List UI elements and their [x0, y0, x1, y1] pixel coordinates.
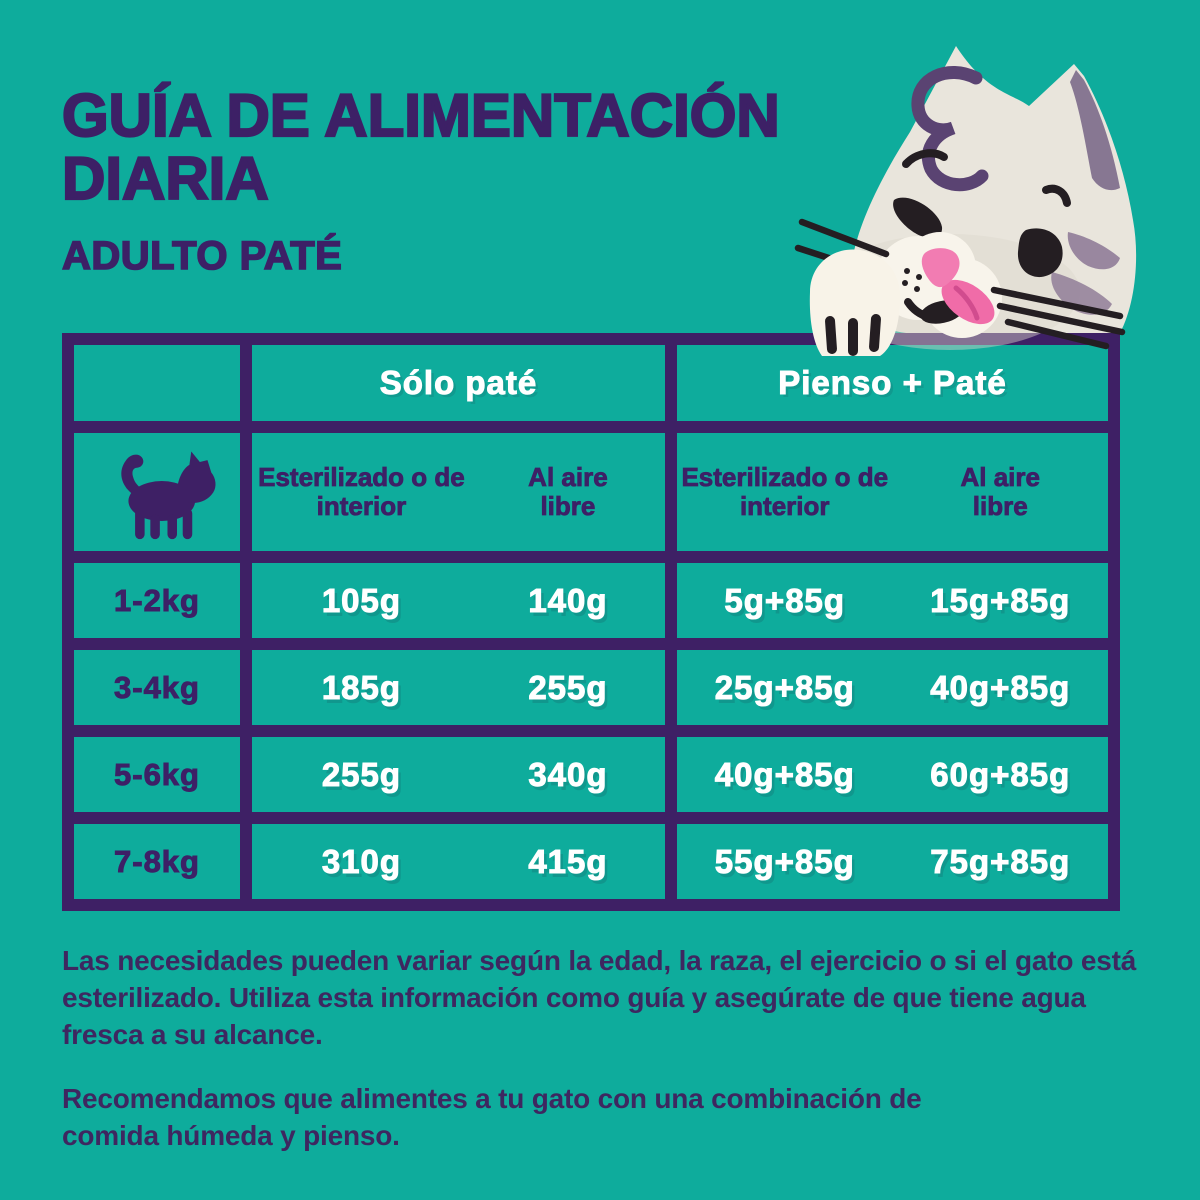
cat-stripe — [1067, 232, 1120, 270]
cat-eye — [1017, 228, 1063, 278]
header: GUÍA DE ALIMENTACIÓN DIARIA ADULTO PATÉ — [61, 82, 781, 279]
subheader-al-aire-libre-solo: Al aire libre — [528, 462, 608, 521]
value-mixto-esterilizado: 5g+85g — [724, 581, 846, 619]
value-mixto-esterilizado: 55g+85g — [714, 842, 855, 880]
cat-freckles — [902, 268, 922, 292]
weight-header-cell — [62, 421, 252, 563]
table-row-3-4kg: 3-4kg 185g 255g 25g+85g 40g+85g — [62, 638, 1120, 737]
cat-silhouette-icon — [121, 451, 216, 540]
weight-label: 5-6kg — [114, 756, 200, 792]
subheader-esterilizado-solo: Esterilizado o de interior — [258, 462, 465, 521]
value-mixto-aire: 75g+85g — [930, 842, 1071, 880]
table-row-7-8kg: 7-8kg 310g 415g 55g+85g 75g+85g — [62, 812, 1120, 911]
value-mixto-aire: 60g+85g — [930, 755, 1071, 793]
value-solo-esterilizado: 185g — [321, 668, 402, 706]
table-row-5-6kg: 5-6kg 255g 340g 40g+85g 60g+85g — [62, 725, 1120, 824]
weight-label: 3-4kg — [114, 669, 200, 705]
page-title: GUÍA DE ALIMENTACIÓN DIARIA — [61, 82, 781, 212]
value-solo-esterilizado: 105g — [321, 581, 402, 619]
note-paragraph-variability: Las necesidades pueden variar según la e… — [62, 945, 1137, 1051]
cat-whiskers — [794, 218, 1126, 350]
page-subtitle: ADULTO PATÉ — [61, 233, 343, 279]
cat-peeking-illustration — [794, 46, 1137, 356]
page-title-line1: GUÍA DE ALIMENTACIÓN — [61, 82, 781, 149]
value-mixto-aire: 40g+85g — [930, 668, 1071, 706]
page-title-line2: DIARIA — [61, 145, 270, 212]
subheader-al-aire-libre-mixto: Al aire libre — [960, 462, 1040, 521]
value-mixto-esterilizado: 25g+85g — [714, 668, 855, 706]
cat-head — [850, 46, 1137, 333]
weight-label: 7-8kg — [114, 843, 200, 879]
cat-inner-ear — [1070, 70, 1120, 191]
subheaders-pienso-pate: Esterilizado o de interior Al aire libre — [665, 421, 1120, 563]
value-solo-aire: 340g — [528, 755, 608, 793]
subheaders-solo-pate: Esterilizado o de interior Al aire libre — [240, 421, 677, 563]
cat-forehead-squiggle — [911, 66, 989, 192]
value-solo-aire: 255g — [528, 668, 608, 706]
table-corner-spacer — [62, 333, 252, 433]
cat-eye — [893, 197, 943, 239]
cat-mouth — [904, 298, 957, 323]
table-subheader-row: Esterilizado o de interior Al aire libre… — [62, 421, 1120, 563]
value-solo-esterilizado: 310g — [321, 842, 402, 880]
table-group-header-row: Sólo paté Pienso + Paté — [62, 333, 1120, 433]
feeding-table: Sólo paté Pienso + Paté — [62, 333, 1120, 911]
value-solo-aire: 415g — [528, 842, 608, 880]
group-header-solo-pate: Sólo paté — [240, 333, 677, 433]
value-solo-aire: 140g — [528, 581, 608, 619]
table-row-1-2kg: 1-2kg 105g 140g 5g+85g 15g+85g — [62, 551, 1120, 650]
cat-tongue — [941, 279, 995, 325]
cat-muzzle — [876, 232, 1002, 338]
cat-eyebrow — [902, 149, 948, 168]
group-header-pienso-pate: Pienso + Paté — [665, 333, 1120, 433]
value-mixto-aire: 15g+85g — [930, 581, 1071, 619]
cat-stripe — [1051, 272, 1112, 315]
value-solo-esterilizado: 255g — [321, 755, 402, 793]
cat-eyebrow — [1042, 184, 1071, 207]
note-paragraph-recommendation: Recomendamos que alimentes a tu gato con… — [62, 1082, 922, 1151]
cat-nose — [921, 248, 960, 288]
weight-label: 1-2kg — [114, 582, 200, 618]
value-mixto-esterilizado: 40g+85g — [714, 755, 855, 793]
footer-notes: Las necesidades pueden variar según la e… — [62, 942, 1158, 1154]
subheader-esterilizado-mixto: Esterilizado o de interior — [681, 462, 889, 521]
